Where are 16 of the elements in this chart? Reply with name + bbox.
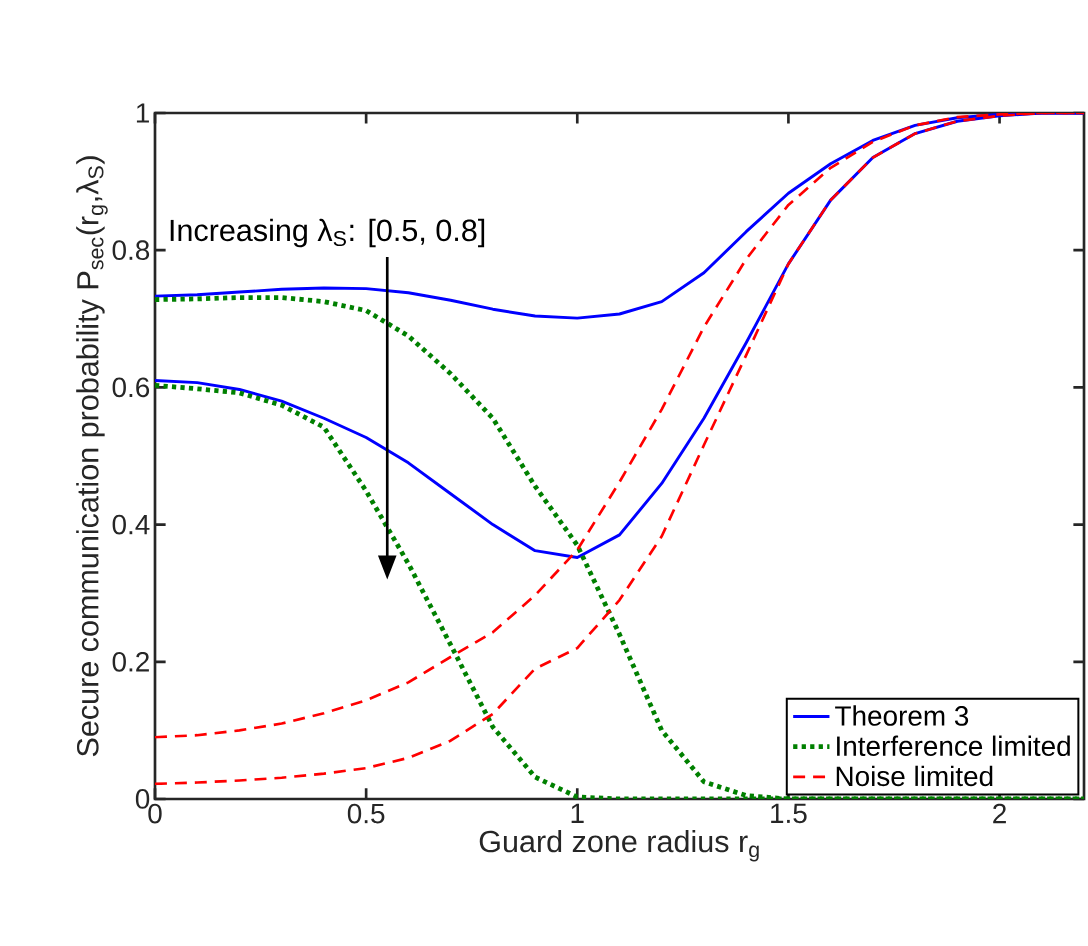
y-tick-label: 1: [136, 103, 149, 123]
annotation: Increasing λ$_{S}$: [0.5, 0.8]: [170, 218, 485, 248]
x-tick-label: 2: [993, 803, 1006, 824]
x-axis-title: Guard zone radius r$_{g}$: [479, 829, 759, 862]
x-tick-label: 0.5: [347, 803, 385, 824]
y-tick-label: 0.4: [112, 514, 150, 535]
y-tick-label: 0.8: [112, 240, 150, 261]
legend-label: Noise limited: [836, 765, 993, 787]
x-tick-label: 1.5: [771, 803, 807, 824]
legend-label: Theorem 3: [835, 705, 969, 726]
legend-label: Interference limited: [837, 735, 1070, 757]
y-tick-label: 0: [135, 789, 150, 809]
y-tick-label: 0.6: [112, 377, 150, 398]
x-tick-label: 1: [571, 803, 584, 823]
y-tick-label: 0.2: [112, 651, 149, 672]
y-axis-title: Secure communication probability P$_{sec}$(r$_{g}$,λ$_{S}$): [76, 156, 108, 757]
